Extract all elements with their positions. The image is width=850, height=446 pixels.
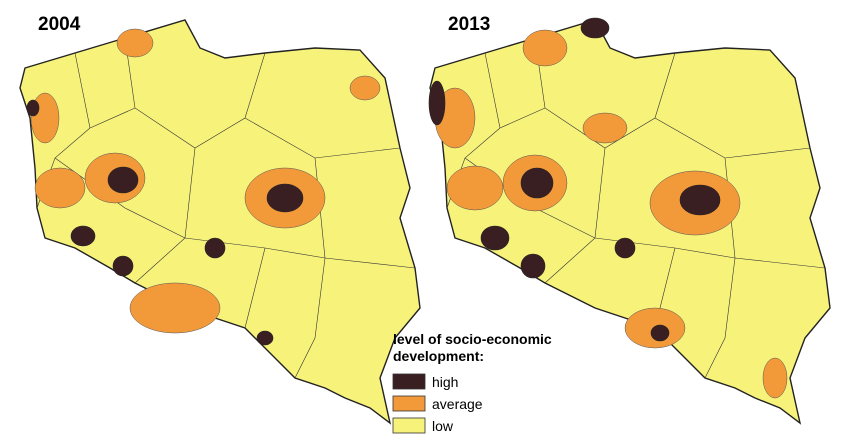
- legend-title: level of socio-economic: [393, 331, 552, 347]
- map-2013: [428, 17, 831, 424]
- legend-swatch: [392, 417, 426, 434]
- map-title: 2004: [38, 14, 81, 35]
- legend-label: average: [432, 396, 483, 412]
- legend-swatch: [392, 395, 426, 412]
- legend-label: high: [432, 374, 458, 390]
- legend-swatch: [392, 373, 426, 390]
- legend-label: low: [432, 418, 454, 434]
- legend: high average low: [392, 373, 483, 434]
- legend-title: development:: [393, 348, 484, 364]
- map-2004: [19, 19, 421, 424]
- map-title: 2013: [448, 14, 490, 35]
